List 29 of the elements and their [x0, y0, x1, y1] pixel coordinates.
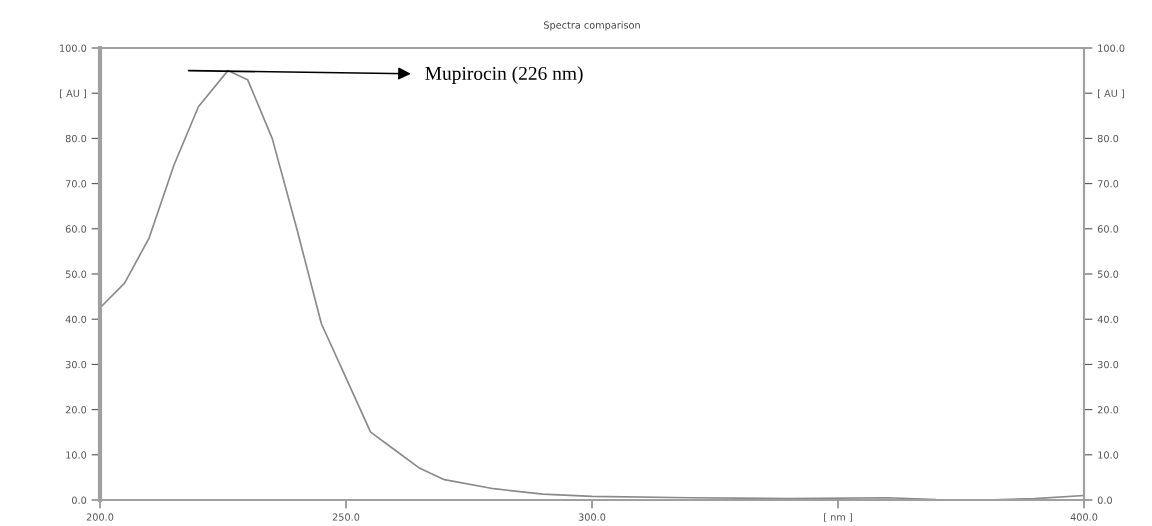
- y-tick-label: 0.0: [71, 496, 87, 504]
- x-tick-label: 200.0: [86, 513, 114, 521]
- y2-tick-label: 80.0: [1097, 134, 1119, 143]
- x-tick-label: 250.0: [332, 513, 360, 521]
- y-tick-label: 20.0: [65, 406, 87, 414]
- y-tick-label: 100.0: [60, 44, 87, 52]
- y2-tick-label: [ AU ]: [1098, 89, 1124, 99]
- y2-tick-label: 100.0: [1098, 44, 1125, 52]
- x-tick-label: 400.0: [1070, 513, 1098, 521]
- y-tick-label: 10.0: [66, 451, 87, 459]
- y-tick-label: [ AU ]: [60, 89, 86, 99]
- chart-title: Spectra comparison: [543, 21, 640, 31]
- y2-tick-label: 20.0: [1097, 406, 1119, 414]
- y2-tick-label: 30.0: [1097, 360, 1119, 369]
- y-tick-label: 70.0: [65, 180, 87, 188]
- y2-tick-label: 60.0: [1097, 225, 1119, 233]
- y-tick-label: 80.0: [65, 134, 87, 143]
- x-tick-label: [ nm ]: [824, 513, 852, 522]
- y2-tick-label: 0.0: [1097, 496, 1113, 504]
- x-tick-label: 300.0: [578, 513, 606, 521]
- y2-tick-label: 40.0: [1097, 315, 1119, 324]
- y-tick-label: 40.0: [65, 315, 87, 324]
- y-tick-label: 30.0: [65, 360, 87, 369]
- y2-tick-label: 70.0: [1097, 180, 1119, 188]
- y-tick-label: 50.0: [65, 270, 87, 278]
- y-tick-label: 60.0: [65, 225, 87, 233]
- y2-tick-label: 10.0: [1098, 451, 1119, 459]
- y2-tick-label: 50.0: [1097, 270, 1119, 278]
- annotation: Mupirocin (226 nm): [425, 66, 583, 84]
